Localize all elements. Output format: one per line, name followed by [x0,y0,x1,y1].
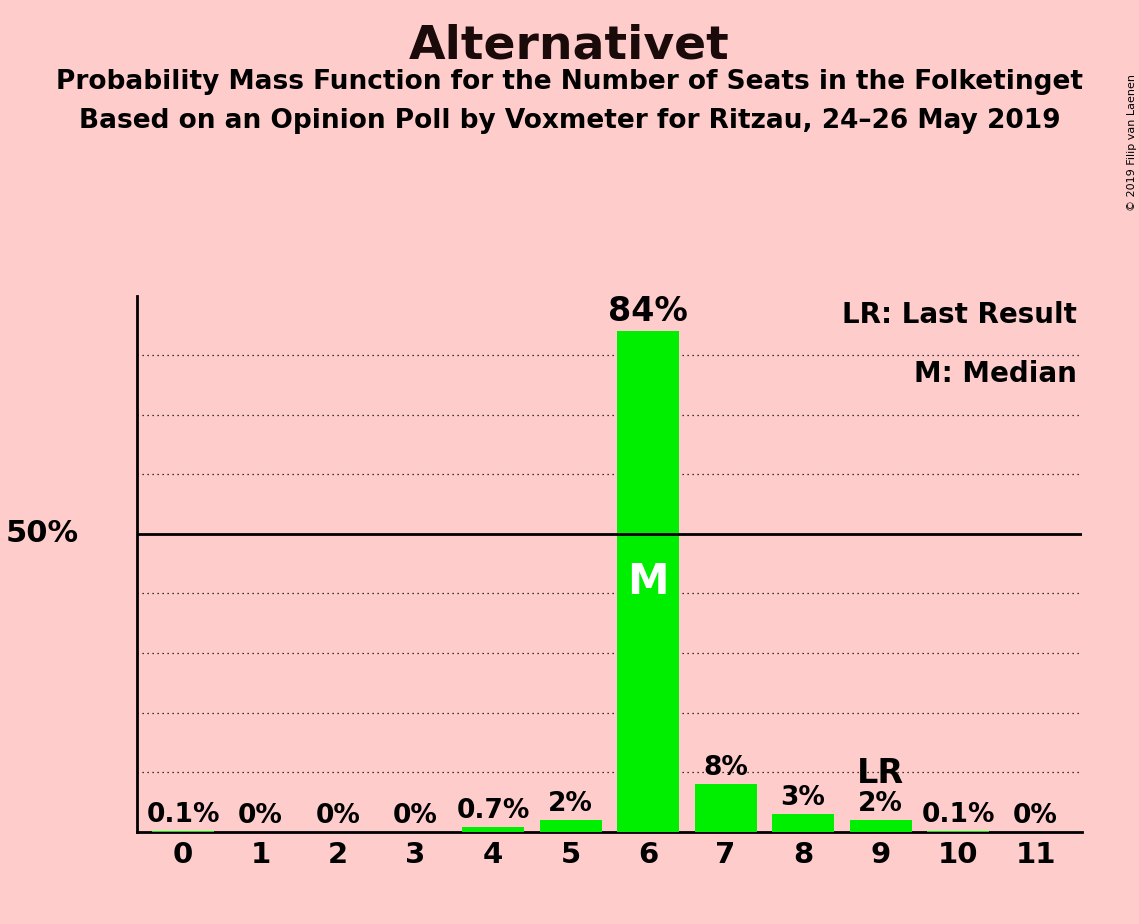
Text: 0.1%: 0.1% [921,802,994,828]
Bar [462,827,524,832]
Text: Probability Mass Function for the Number of Seats in the Folketinget: Probability Mass Function for the Number… [56,69,1083,95]
Text: M: M [628,561,669,602]
Text: 2%: 2% [548,791,593,817]
Text: 0.1%: 0.1% [147,802,220,828]
Text: M: Median: M: Median [915,360,1077,388]
Text: Alternativet: Alternativet [409,23,730,68]
Bar [850,820,911,832]
Text: 2%: 2% [858,791,903,817]
Text: © 2019 Filip van Laenen: © 2019 Filip van Laenen [1126,74,1137,211]
Text: 3%: 3% [780,784,826,810]
Bar [695,784,756,832]
Text: LR: Last Result: LR: Last Result [843,301,1077,329]
Bar [540,820,601,832]
Text: 8%: 8% [703,755,748,781]
Text: Based on an Opinion Poll by Voxmeter for Ritzau, 24–26 May 2019: Based on an Opinion Poll by Voxmeter for… [79,108,1060,134]
Text: 0%: 0% [1013,803,1058,829]
Bar [772,814,834,832]
Text: 0.7%: 0.7% [457,798,530,824]
Text: 50%: 50% [6,519,79,548]
Text: 84%: 84% [608,296,688,328]
Bar [617,332,679,832]
Text: 0%: 0% [316,803,361,829]
Text: 0%: 0% [393,803,439,829]
Text: 0%: 0% [238,803,284,829]
Text: LR: LR [857,757,904,790]
